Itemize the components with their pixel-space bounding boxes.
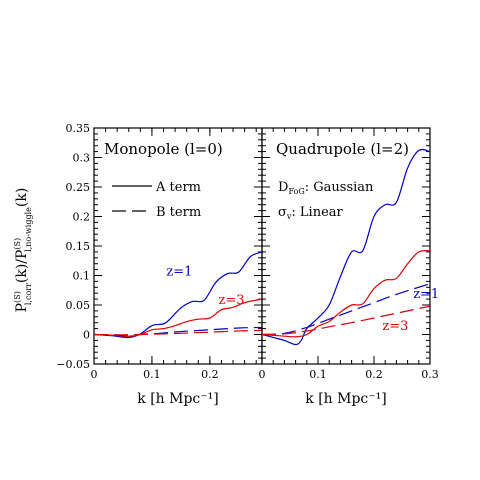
annotation-z1: z=1 bbox=[413, 287, 439, 302]
series-line-z3-a-term bbox=[93, 298, 263, 337]
quadrupole-panel: 0 0.1 0.2 0.3 z=1 z=3 bbox=[259, 127, 439, 381]
x-tick-label: 0.1 bbox=[309, 368, 327, 381]
y-axis-label: P(S) l,corr(k)/P(S) l,no-wiggle(k) bbox=[13, 188, 33, 313]
x-tick-label: 0 bbox=[259, 368, 266, 381]
series-line-z1-b-term bbox=[261, 283, 431, 336]
annotation-z1: z=1 bbox=[166, 265, 192, 280]
legend-label-a-term: A term bbox=[155, 180, 201, 195]
y-tick-label: 0.2 bbox=[73, 211, 91, 224]
x-axis-label-left: k [h Mpc⁻¹] bbox=[137, 391, 218, 407]
y-tick-label: 0.35 bbox=[66, 122, 91, 135]
y-tick-label: 0.05 bbox=[66, 299, 91, 312]
y-tick-label: 0 bbox=[83, 329, 90, 342]
svg-text:P(S)l,corr(k)/P(S)l,no-wiggle(: P(S) l,corr(k)/P(S) l,no-wiggle(k) bbox=[13, 188, 33, 313]
panel-title-quadrupole: Quadrupole (l=2) bbox=[276, 140, 409, 158]
y-tick-label: 0.15 bbox=[66, 240, 91, 253]
y-tick-label: −0.05 bbox=[56, 358, 90, 371]
y-tick-label: 0.3 bbox=[73, 152, 91, 165]
series-line-z1-a-term bbox=[93, 251, 263, 339]
series-line-z3-b-term bbox=[93, 329, 263, 336]
x-tick-label: 0.1 bbox=[143, 368, 161, 381]
y-tick-label: 0.25 bbox=[66, 181, 91, 194]
legend-sigma-v: σv: Linear bbox=[278, 205, 344, 221]
x-tick-label: 0.3 bbox=[421, 368, 439, 381]
legend-monopole: A term B term bbox=[112, 180, 201, 220]
x-axis-label-right: k [h Mpc⁻¹] bbox=[305, 391, 386, 407]
x-tick-label: 0.2 bbox=[201, 368, 219, 381]
legend-quadrupole: DFoG: Gaussian σv: Linear bbox=[278, 180, 374, 221]
series-line-z3-b-term bbox=[261, 305, 431, 336]
panel-title-monopole: Monopole (l=0) bbox=[104, 140, 223, 158]
annotation-z3: z=3 bbox=[219, 293, 245, 308]
x-tick-label: 0 bbox=[91, 368, 98, 381]
annotation-z3: z=3 bbox=[382, 319, 408, 334]
x-tick-label: 0.2 bbox=[365, 368, 383, 381]
series-line-z1-a-term bbox=[261, 148, 431, 346]
legend-dfog: DFoG: Gaussian bbox=[278, 180, 374, 196]
monopole-panel: 0 0.1 0.2−0.0500.050.10.150.20.250.30.35z=… bbox=[56, 122, 263, 381]
y-tick-label: 0.1 bbox=[73, 270, 91, 283]
series-line-z3-a-term bbox=[261, 249, 431, 338]
legend-label-b-term: B term bbox=[156, 205, 201, 220]
